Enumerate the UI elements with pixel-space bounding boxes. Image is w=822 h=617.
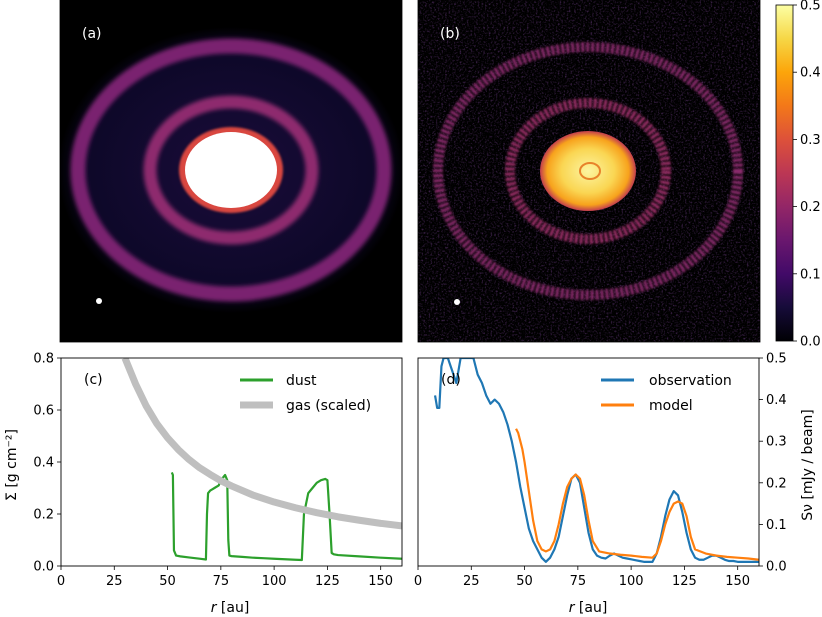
panel-c-xlabel-var: r xyxy=(211,600,218,616)
y-tick-label: 0.4 xyxy=(766,393,787,408)
colorbar-tick-label: 0.5 xyxy=(800,0,821,14)
panel-b-outer-ring xyxy=(433,42,743,300)
x-tick-label: 125 xyxy=(672,574,697,589)
panel-b-core xyxy=(540,131,636,211)
x-tick-label: 150 xyxy=(725,574,750,589)
panel-c-xlabel-unit: [au] xyxy=(221,600,249,616)
panel-d-legend: observation model xyxy=(601,373,732,414)
panel-d-axes: 0 25 50 75 100 125 150 0.0 0.1 0.2 0.3 0.4 0.5 xyxy=(414,352,787,590)
y-tick-label: 0.0 xyxy=(33,560,54,575)
panel-d-xlabel-var: r xyxy=(569,600,576,616)
panel-b-inner-ring xyxy=(505,98,671,244)
legend-observation-label: observation xyxy=(649,373,732,389)
x-tick-label: 125 xyxy=(315,574,340,589)
panel-d-chart: 0 25 50 75 100 125 150 0.0 0.1 0.2 0.3 0.4 0.5 (d) o… xyxy=(414,352,816,617)
panel-d-xlabel: r [au] xyxy=(569,600,608,616)
panel-b-tag: (b) xyxy=(440,26,460,42)
y-tick-label: 0.2 xyxy=(33,508,54,523)
panel-b-image: (b) xyxy=(418,0,760,342)
colorbar-ticks: 0.0 0.1 0.2 0.3 0.4 0.5 xyxy=(793,0,821,350)
colorbar-tick-label: 0.0 xyxy=(800,335,821,350)
colorbar-tick-label: 0.3 xyxy=(800,133,821,148)
panel-c-xlabel: r [au] xyxy=(211,600,250,616)
panel-a-tag: (a) xyxy=(82,26,102,42)
colorbar-gradient xyxy=(775,4,794,342)
x-tick-label: 150 xyxy=(368,574,393,589)
colorbar-tick-label: 0.4 xyxy=(800,66,821,81)
panel-c-chart: 0 25 50 75 100 125 150 0.0 0.2 0.4 0.6 0.8 (c) dust… xyxy=(4,352,403,616)
colorbar-tick-label: 0.2 xyxy=(800,200,821,215)
panel-b-frame xyxy=(417,0,761,343)
panel-c-plot-area xyxy=(121,358,402,562)
x-tick-label: 100 xyxy=(262,574,287,589)
panel-d-axes-frame xyxy=(417,357,760,567)
panel-c-tag: (c) xyxy=(84,372,103,388)
x-tick-label: 100 xyxy=(619,574,644,589)
x-tick-label: 25 xyxy=(463,574,480,589)
x-tick-label: 25 xyxy=(106,574,123,589)
panel-c-legend: dust gas (scaled) xyxy=(240,373,371,414)
panel-b-core-ring xyxy=(579,162,601,180)
colorbar: 0.0 0.1 0.2 0.3 0.4 0.5 xyxy=(775,0,821,350)
y-tick-label: 0.3 xyxy=(766,435,787,450)
x-tick-label: 0 xyxy=(57,574,65,589)
panel-b-beam xyxy=(454,299,460,305)
y-tick-label: 0.0 xyxy=(766,560,787,575)
colorbar-tick-label: 0.1 xyxy=(800,267,821,282)
y-tick-label: 0.1 xyxy=(766,518,787,533)
legend-dust-label: dust xyxy=(286,373,317,389)
panel-c-series-dust xyxy=(170,471,402,562)
panel-a-beam xyxy=(96,298,102,304)
panel-d-tag: (d) xyxy=(441,372,461,388)
y-tick-label: 0.2 xyxy=(766,476,787,491)
panel-c-series-gas-scaled xyxy=(121,358,402,530)
y-tick-label: 0.5 xyxy=(766,352,787,367)
legend-gas-label: gas (scaled) xyxy=(286,398,371,414)
panel-d-xlabel-unit: [au] xyxy=(579,600,607,616)
panel-c-axes-frame xyxy=(60,357,403,567)
x-tick-label: 50 xyxy=(159,574,176,589)
panel-d-ylabel: Sν [mJy / beam] xyxy=(800,409,816,520)
panel-a-outer-ring xyxy=(70,38,392,302)
panel-a-core xyxy=(185,132,277,208)
y-tick-label: 0.8 xyxy=(33,352,54,367)
x-tick-label: 75 xyxy=(570,574,587,589)
x-tick-label: 0 xyxy=(414,574,422,589)
panel-d-series-observation xyxy=(433,358,759,563)
legend-model-label: model xyxy=(649,398,693,414)
panel-a-frame xyxy=(59,0,403,343)
panel-c-axes: 0 25 50 75 100 125 150 0.0 0.2 0.4 0.6 0.8 xyxy=(33,352,393,590)
y-tick-label: 0.4 xyxy=(33,456,54,471)
panel-d-plot-area xyxy=(433,358,759,563)
panel-a-inner-ring xyxy=(143,95,319,245)
panel-d-series-model xyxy=(515,428,759,561)
panel-c-ylabel: Σ [g cm⁻²] xyxy=(4,429,20,501)
x-tick-label: 75 xyxy=(213,574,230,589)
panel-a-image: (a) xyxy=(60,0,402,342)
y-tick-label: 0.6 xyxy=(33,404,54,419)
x-tick-label: 50 xyxy=(516,574,533,589)
